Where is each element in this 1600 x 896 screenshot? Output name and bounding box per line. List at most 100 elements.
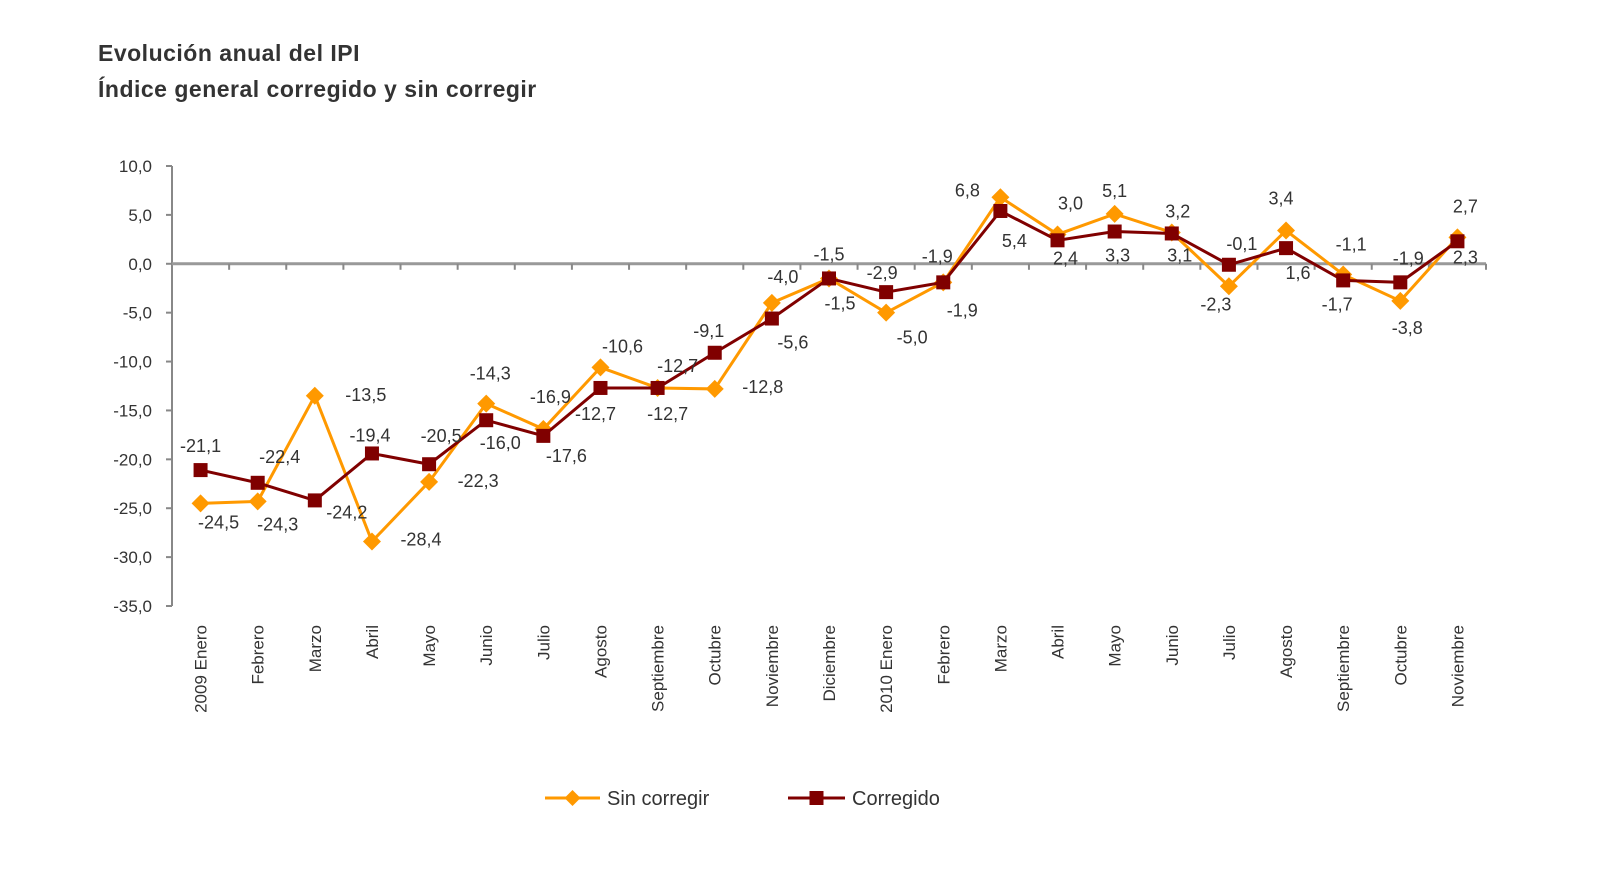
data-point-square bbox=[1221, 257, 1236, 272]
x-tick-label: Septiembre bbox=[1334, 625, 1353, 712]
x-tick-label: Julio bbox=[534, 625, 553, 660]
x-tick-label: Febrero bbox=[934, 625, 953, 685]
data-label: 2,4 bbox=[1053, 248, 1078, 268]
legend-marker-diamond bbox=[564, 790, 581, 806]
series-corregido bbox=[193, 203, 1465, 508]
data-label: -16,9 bbox=[530, 387, 571, 407]
x-tick-label: Agosto bbox=[591, 625, 610, 678]
chart-subtitle: Índice general corregido y sin corregir bbox=[98, 76, 537, 102]
data-point-square bbox=[307, 493, 322, 508]
data-label: 2,3 bbox=[1453, 247, 1478, 267]
data-point-square bbox=[707, 345, 722, 360]
data-point-square bbox=[1279, 241, 1294, 256]
y-tick-label: 10,0 bbox=[119, 157, 152, 176]
x-tick-label: Septiembre bbox=[649, 625, 668, 712]
data-label: -12,7 bbox=[647, 404, 688, 424]
data-label: -24,2 bbox=[326, 502, 367, 522]
data-label: -1,9 bbox=[922, 246, 953, 266]
x-tick-label: Diciembre bbox=[820, 625, 839, 702]
data-label: -22,3 bbox=[458, 471, 499, 491]
data-label: 6,8 bbox=[955, 180, 980, 200]
data-point-diamond bbox=[991, 188, 1010, 207]
data-point-square bbox=[1393, 275, 1408, 290]
x-tick-label: Mayo bbox=[1106, 625, 1125, 667]
x-tick-label: Mayo bbox=[420, 625, 439, 667]
x-tick-label: Abril bbox=[1049, 625, 1068, 659]
data-point-square bbox=[1450, 234, 1465, 249]
data-label: -1,9 bbox=[1393, 248, 1424, 268]
data-label: 5,4 bbox=[1002, 231, 1027, 251]
chart-title: Evolución anual del IPI bbox=[98, 40, 360, 66]
data-label: -24,3 bbox=[257, 514, 298, 534]
data-point-diamond bbox=[705, 379, 724, 398]
data-label: -16,0 bbox=[480, 433, 521, 453]
data-point-square bbox=[593, 380, 608, 395]
data-label: -5,6 bbox=[777, 333, 808, 353]
data-point-square bbox=[993, 203, 1008, 218]
data-label: -1,5 bbox=[824, 293, 855, 313]
data-label: -0,1 bbox=[1226, 234, 1257, 254]
x-tick-label: Agosto bbox=[1277, 625, 1296, 678]
data-label: -28,4 bbox=[400, 529, 441, 549]
x-tick-label: Octubre bbox=[706, 625, 725, 685]
data-label: -1,1 bbox=[1336, 235, 1367, 255]
data-point-square bbox=[1336, 273, 1351, 288]
data-label: -2,9 bbox=[867, 263, 898, 283]
data-label: -12,7 bbox=[657, 356, 698, 376]
data-point-diamond bbox=[248, 492, 267, 511]
y-tick-label: -15,0 bbox=[113, 401, 152, 420]
data-point-diamond bbox=[420, 472, 439, 491]
data-label: 1,6 bbox=[1286, 263, 1311, 283]
legend-label: Sin corregir bbox=[607, 788, 710, 810]
data-point-square bbox=[536, 428, 551, 443]
data-label: -9,1 bbox=[693, 321, 724, 341]
y-tick-label: 0,0 bbox=[128, 255, 152, 274]
x-tick-label: Junio bbox=[477, 625, 496, 666]
data-label: -14,3 bbox=[470, 364, 511, 384]
data-point-square bbox=[936, 275, 951, 290]
data-point-square bbox=[1107, 224, 1122, 239]
data-point-square bbox=[193, 463, 208, 478]
x-tick-label: 2010 Enero bbox=[877, 625, 896, 713]
y-tick-label: -10,0 bbox=[113, 353, 152, 372]
data-label: 3,4 bbox=[1269, 189, 1294, 209]
data-label: 3,0 bbox=[1058, 193, 1083, 213]
data-label: -4,0 bbox=[767, 267, 798, 287]
data-point-square bbox=[1164, 226, 1179, 241]
data-point-square bbox=[822, 271, 836, 286]
data-point-diamond bbox=[1219, 277, 1238, 296]
data-point-diamond bbox=[1391, 291, 1410, 310]
y-tick-label: -30,0 bbox=[113, 548, 152, 567]
data-label: -2,3 bbox=[1200, 294, 1231, 314]
y-tick-label: -25,0 bbox=[113, 499, 152, 518]
x-tick-label: Octubre bbox=[1391, 625, 1410, 685]
data-label: -21,1 bbox=[180, 436, 221, 456]
data-point-diamond bbox=[305, 386, 324, 405]
data-label: 3,1 bbox=[1167, 245, 1192, 265]
data-label: -19,4 bbox=[349, 425, 390, 445]
data-point-square bbox=[479, 413, 494, 428]
x-tick-label: Junio bbox=[1163, 625, 1182, 666]
data-point-diamond bbox=[762, 293, 781, 312]
x-tick-label: Marzo bbox=[991, 625, 1010, 672]
data-label: -17,6 bbox=[546, 446, 587, 466]
data-label: 2,7 bbox=[1453, 196, 1478, 216]
x-tick-label: Abril bbox=[363, 625, 382, 659]
data-point-diamond bbox=[877, 303, 896, 322]
data-label: -12,7 bbox=[575, 404, 616, 424]
x-tick-label: 2009 Enero bbox=[192, 625, 211, 713]
data-point-square bbox=[650, 380, 665, 395]
data-label: -20,5 bbox=[421, 426, 462, 446]
x-tick-label: Julio bbox=[1220, 625, 1239, 660]
data-label: -24,5 bbox=[198, 512, 239, 532]
data-point-square bbox=[250, 475, 265, 490]
y-tick-label: 5,0 bbox=[128, 206, 152, 225]
data-point-square bbox=[1050, 233, 1065, 248]
y-tick-label: -20,0 bbox=[113, 450, 152, 469]
x-tick-label: Febrero bbox=[249, 625, 268, 685]
x-tick-label: Noviembre bbox=[763, 625, 782, 707]
data-label: 5,1 bbox=[1102, 181, 1127, 201]
x-tick-label: Marzo bbox=[306, 625, 325, 672]
x-tick-label: Noviembre bbox=[1448, 625, 1467, 707]
